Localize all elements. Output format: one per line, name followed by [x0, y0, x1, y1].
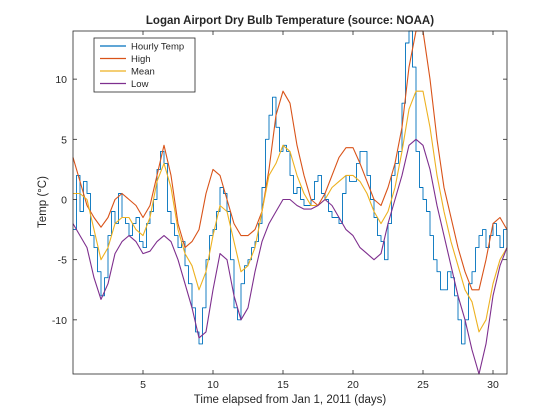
y-tick-label: 5: [61, 134, 67, 146]
series-line-low: [72, 138, 508, 375]
x-tick-label: 30: [487, 379, 499, 391]
legend-label: High: [131, 54, 151, 65]
legend-label: Hourly Temp: [131, 42, 184, 53]
y-axis-label: Temp (°C): [37, 176, 49, 228]
y-tick-label: 0: [61, 194, 67, 206]
series-layer: [72, 30, 508, 375]
legend-label: Mean: [131, 67, 155, 78]
x-axis-label: Time elapsed from Jan 1, 2011 (days): [194, 394, 387, 406]
y-tick-label: 10: [55, 74, 67, 86]
x-tick-label: 10: [207, 379, 219, 391]
chart-title: Logan Airport Dry Bulb Temperature (sour…: [146, 15, 434, 27]
y-tick-label: -5: [58, 255, 67, 267]
legend-label: Low: [131, 79, 149, 90]
x-tick-label: 5: [140, 379, 146, 391]
axes-box: [72, 30, 508, 375]
series-line-high: [72, 30, 508, 291]
x-tick-label: 20: [347, 379, 359, 391]
x-tick-label: 15: [277, 379, 289, 391]
y-tick-label: -10: [52, 315, 67, 327]
tick-layer: 5 10 15 20 25 30 -10 -5 0 5 10: [52, 31, 507, 391]
x-tick-label: 25: [417, 379, 429, 391]
series-line-mean: [73, 90, 508, 333]
